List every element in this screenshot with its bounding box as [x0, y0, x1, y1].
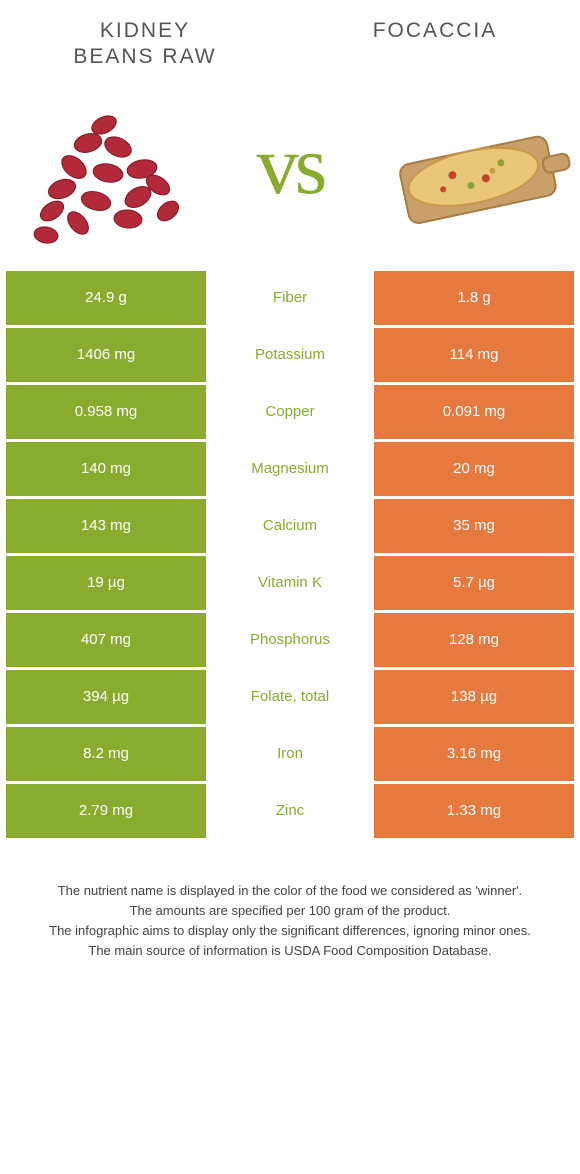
footer-line: The main source of information is USDA F…: [28, 941, 552, 961]
footer-notes: The nutrient name is displayed in the co…: [0, 841, 580, 962]
left-food-image: [8, 81, 208, 251]
nutrient-row: 407 mgPhosphorus128 mg: [6, 613, 574, 667]
vs-label: vs: [257, 117, 324, 214]
right-value: 0.091 mg: [374, 385, 574, 439]
left-value: 394 µg: [6, 670, 206, 724]
nutrient-name: Calcium: [206, 499, 374, 553]
nutrient-row: 19 µgVitamin K5.7 µg: [6, 556, 574, 610]
nutrient-name: Magnesium: [206, 442, 374, 496]
hero-row: vs: [0, 71, 580, 271]
footer-line: The nutrient name is displayed in the co…: [28, 881, 552, 901]
left-value: 140 mg: [6, 442, 206, 496]
left-value: 2.79 mg: [6, 784, 206, 838]
right-value: 20 mg: [374, 442, 574, 496]
nutrient-name: Iron: [206, 727, 374, 781]
header: Kidney beans raw Focaccia: [0, 0, 580, 71]
right-food-image: [372, 81, 572, 251]
nutrient-row: 8.2 mgIron3.16 mg: [6, 727, 574, 781]
left-value: 19 µg: [6, 556, 206, 610]
left-value: 407 mg: [6, 613, 206, 667]
nutrient-table: 24.9 gFiber1.8 g1406 mgPotassium114 mg0.…: [0, 271, 580, 838]
nutrient-name: Fiber: [206, 271, 374, 325]
nutrient-row: 1406 mgPotassium114 mg: [6, 328, 574, 382]
nutrient-row: 394 µgFolate, total138 µg: [6, 670, 574, 724]
left-value: 8.2 mg: [6, 727, 206, 781]
right-value: 1.8 g: [374, 271, 574, 325]
right-value: 3.16 mg: [374, 727, 574, 781]
left-value: 143 mg: [6, 499, 206, 553]
right-value: 5.7 µg: [374, 556, 574, 610]
left-value: 1406 mg: [6, 328, 206, 382]
right-value: 114 mg: [374, 328, 574, 382]
nutrient-row: 0.958 mgCopper0.091 mg: [6, 385, 574, 439]
nutrient-name: Phosphorus: [206, 613, 374, 667]
nutrient-name: Potassium: [206, 328, 374, 382]
nutrient-row: 2.79 mgZinc1.33 mg: [6, 784, 574, 838]
nutrient-row: 24.9 gFiber1.8 g: [6, 271, 574, 325]
footer-line: The infographic aims to display only the…: [28, 921, 552, 941]
nutrient-row: 140 mgMagnesium20 mg: [6, 442, 574, 496]
left-value: 24.9 g: [6, 271, 206, 325]
nutrient-row: 143 mgCalcium35 mg: [6, 499, 574, 553]
right-food-title: Focaccia: [320, 18, 550, 44]
right-value: 35 mg: [374, 499, 574, 553]
left-food-title: Kidney beans raw: [30, 18, 260, 71]
right-value: 128 mg: [374, 613, 574, 667]
footer-line: The amounts are specified per 100 gram o…: [28, 901, 552, 921]
right-value: 138 µg: [374, 670, 574, 724]
nutrient-name: Vitamin K: [206, 556, 374, 610]
infographic-root: Kidney beans raw Focaccia: [0, 0, 580, 961]
nutrient-name: Folate, total: [206, 670, 374, 724]
left-value: 0.958 mg: [6, 385, 206, 439]
nutrient-name: Zinc: [206, 784, 374, 838]
nutrient-name: Copper: [206, 385, 374, 439]
right-value: 1.33 mg: [374, 784, 574, 838]
